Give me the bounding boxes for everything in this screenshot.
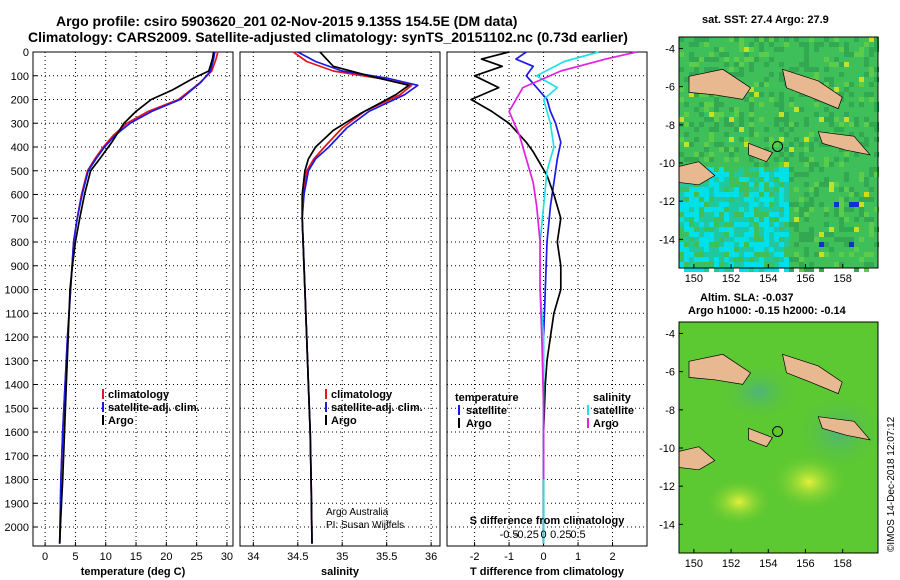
y-tick-label: 1300 <box>5 356 29 368</box>
x-tick-label: 35 <box>336 551 348 563</box>
y-tick-label: 1500 <box>5 403 29 415</box>
legend-label: Argo <box>331 415 357 427</box>
y-tick-label: 300 <box>11 118 29 130</box>
s-tick-label: -0.25 <box>514 529 539 541</box>
legend-label: satellite <box>466 405 507 417</box>
timestamp-stamp: ©IMOS 14-Dec-2018 12:07:12 <box>886 416 897 552</box>
y-tick-label: 400 <box>11 142 29 154</box>
plot-frame <box>32 51 234 547</box>
y-tick-label: 600 <box>11 190 29 202</box>
credit-line-2: PI: Susan Wijffels <box>326 520 405 531</box>
y-tick-label: 1700 <box>5 451 29 463</box>
legend-label: Argo <box>466 418 492 430</box>
x-tick-label: -2 <box>470 551 480 563</box>
legend-title-salinity: salinity <box>593 392 632 404</box>
s-tick-label: -0.5 <box>500 529 519 541</box>
legend-label: climatology <box>331 389 393 401</box>
x-tick-label: 0 <box>540 551 546 563</box>
y-tick-label: 2000 <box>5 522 29 534</box>
x-tick-label: 0 <box>42 551 48 563</box>
x-tick-label: 5 <box>72 551 78 563</box>
y-tick-label: 1900 <box>5 498 29 510</box>
x-tick-label: 34.5 <box>287 551 308 563</box>
x-tick-label: 34 <box>247 551 259 563</box>
series-line-argo <box>58 51 215 544</box>
sst-map-title: sat. SST: 27.4 Argo: 27.9 <box>702 14 829 26</box>
x-tick-label: 20 <box>160 551 172 563</box>
legend-label: satellite-adj. clim. <box>108 402 200 414</box>
x-tick-label: 35.5 <box>376 551 397 563</box>
y-tick-label: 900 <box>11 261 29 273</box>
y-tick-label: 1200 <box>5 332 29 344</box>
salinity-plot: 34 34.5 35 35.5 36 salinity climatologysatelli… <box>239 51 441 578</box>
series-line-satellite-adj-clim- <box>297 51 419 544</box>
x-axis-label: salinity <box>321 566 360 578</box>
y-tick-label: 1000 <box>5 285 29 297</box>
series-line-argo <box>301 51 410 544</box>
legend-label: satellite <box>593 405 634 417</box>
series-line-t-satellite <box>515 51 562 544</box>
x-axis-label: temperature (deg C) <box>81 566 186 578</box>
y-tick-label: 800 <box>11 237 29 249</box>
y-tick-label: 200 <box>11 95 29 107</box>
s-tick-label: 0 <box>540 529 546 541</box>
x-tick-label: 1 <box>575 551 581 563</box>
y-tick-label: 700 <box>11 213 29 225</box>
x-tick-label: 15 <box>130 551 142 563</box>
x-axis-label-2: S difference from climatology <box>470 515 626 527</box>
temperature-plot: 0100200300400500600700800900100011001200… <box>5 47 234 578</box>
sla-map-title-2: Argo h1000: -0.15 h2000: -0.14 <box>688 305 846 317</box>
x-tick-label: 25 <box>191 551 203 563</box>
x-tick-label: 30 <box>221 551 233 563</box>
x-tick-label: -1 <box>504 551 514 563</box>
y-tick-label: 1400 <box>5 380 29 392</box>
legend-title-temperature: temperature <box>455 392 519 404</box>
x-tick-label: 10 <box>100 551 112 563</box>
y-tick-label: 0 <box>23 47 29 59</box>
plot-frame <box>239 51 441 547</box>
series-line-s-argo <box>508 51 637 480</box>
credit-line-1: Argo Australia <box>326 507 389 518</box>
y-tick-label: 1800 <box>5 475 29 487</box>
s-tick-label: 0.5 <box>570 529 585 541</box>
x-tick-label: 36 <box>425 551 437 563</box>
series-line-climatology <box>58 51 219 544</box>
plot-frame <box>446 51 648 547</box>
y-tick-label: 100 <box>11 71 29 83</box>
s-tick-label: 0.25 <box>550 529 571 541</box>
title-line-1: Argo profile: csiro 5903620_201 02-Nov-2… <box>56 13 518 29</box>
x-axis-label: T difference from climatology <box>470 566 625 578</box>
series-line-t-argo <box>470 51 562 544</box>
legend-label: climatology <box>108 389 170 401</box>
y-tick-label: 1100 <box>5 308 29 320</box>
legend-label: Argo <box>593 418 619 430</box>
legend-label: satellite-adj. clim. <box>331 402 423 414</box>
y-tick-label: 500 <box>11 166 29 178</box>
legend-label: Argo <box>108 415 134 427</box>
sla-map-title-1: Altim. SLA: -0.037 <box>700 292 794 304</box>
series-line-s-satellite <box>535 51 599 544</box>
x-tick-label: 2 <box>609 551 615 563</box>
y-tick-label: 1600 <box>5 427 29 439</box>
series-line-satellite-adj-clim- <box>58 51 216 544</box>
difference-plot: -2 -1 0 1 2 T difference from climatology temp… <box>446 51 648 578</box>
title-line-2: Climatology: CARS2009. Satellite-adjuste… <box>28 29 628 45</box>
